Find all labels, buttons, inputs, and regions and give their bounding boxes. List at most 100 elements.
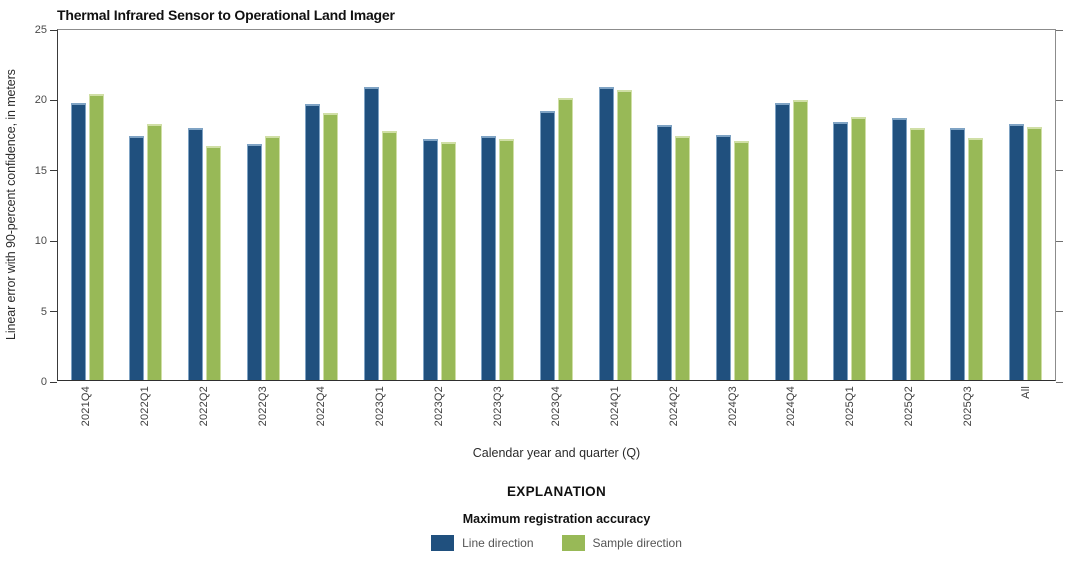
y-tick-mark (50, 170, 57, 172)
x-tick-cell: All (1010, 386, 1043, 444)
y-tick-mark (1056, 240, 1063, 242)
x-tick-cell: 2022Q2 (187, 386, 220, 444)
x-axis-tick-labels: 2021Q4 2022Q1 2022Q2 2022Q3 2022Q4 2023Q1 2023… (57, 386, 1056, 444)
bar-line-direction (891, 118, 907, 380)
y-tick-mark (50, 240, 57, 242)
bar-line-direction (833, 122, 849, 380)
x-tick-label: 2022Q1 (139, 386, 152, 427)
bar-group-2024q2 (657, 30, 691, 380)
bar-sample-direction (264, 136, 280, 380)
explanation-heading: EXPLANATION (506, 484, 607, 499)
bar-sample-direction (792, 99, 808, 380)
plot-area: 0 5 10 15 20 25 (35, 24, 1063, 388)
bar-line-direction (422, 139, 438, 380)
bar-sample-direction (499, 139, 515, 380)
y-tick-mark (1056, 381, 1063, 383)
x-tick-label: 2023Q2 (432, 386, 445, 427)
bar-group-2022q1 (129, 30, 163, 380)
legend: Line direction Sample direction (57, 535, 1056, 551)
bar-group-2025q1 (833, 30, 867, 380)
legend-item-sample-direction: Sample direction (561, 535, 682, 551)
x-tick-cell: 2024Q3 (716, 386, 749, 444)
x-tick-cell: 2023Q3 (481, 386, 514, 444)
bar-group-2024q3 (715, 30, 749, 380)
bar-group-2022q2 (188, 30, 222, 380)
bar-sample-direction (1027, 126, 1043, 380)
x-tick-cell: 2022Q3 (246, 386, 279, 444)
bar-line-direction (188, 128, 204, 380)
bar-group-2022q3 (246, 30, 280, 380)
y-tick-label: 15 (34, 164, 47, 177)
bar-line-direction (246, 143, 262, 380)
x-tick-label: 2023Q1 (374, 386, 387, 427)
legend-label: Sample direction (592, 536, 682, 550)
bar-line-direction (657, 125, 673, 380)
legend-swatch (431, 535, 455, 551)
x-tick-cell: 2025Q3 (951, 386, 984, 444)
x-tick-label: 2023Q3 (491, 386, 504, 427)
bar-line-direction (129, 136, 145, 380)
bar-group-2025q2 (891, 30, 925, 380)
bar-sample-direction (733, 140, 749, 380)
bar-group-2024q1 (598, 30, 632, 380)
bar-sample-direction (616, 90, 632, 380)
bar-line-direction (305, 104, 321, 380)
bar-sample-direction (323, 112, 339, 380)
y-tick-mark (50, 29, 57, 31)
x-tick-label: 2022Q3 (256, 386, 269, 427)
x-tick-cell: 2021Q4 (70, 386, 103, 444)
chart-title: Thermal Infrared Sensor to Operational L… (57, 7, 395, 23)
legend-title: Maximum registration accuracy (462, 512, 651, 526)
bar-line-direction (598, 87, 614, 380)
x-tick-cell: 2023Q1 (364, 386, 397, 444)
bar-line-direction (481, 136, 497, 380)
y-tick-label: 20 (34, 94, 47, 107)
bar-line-direction (950, 128, 966, 380)
x-tick-cell: 2024Q2 (657, 386, 690, 444)
x-tick-label: 2022Q4 (315, 386, 328, 427)
x-tick-cell: 2025Q2 (892, 386, 925, 444)
bar-group-2022q4 (305, 30, 339, 380)
y-tick-mark (50, 99, 57, 101)
bar-sample-direction (440, 142, 456, 380)
bar-group-2023q3 (481, 30, 515, 380)
x-tick-label: 2021Q4 (80, 386, 93, 427)
x-tick-label: 2025Q1 (844, 386, 857, 427)
x-tick-label: 2024Q4 (785, 386, 798, 427)
y-tick-label: 10 (34, 235, 47, 248)
x-tick-label: 2025Q3 (961, 386, 974, 427)
x-tick-label: All (1020, 386, 1033, 399)
bar-group-2023q2 (422, 30, 456, 380)
bar-group-2023q1 (364, 30, 398, 380)
bar-group-all (1009, 30, 1043, 380)
y-tick-mark (1056, 170, 1063, 172)
x-axis-title: Calendar year and quarter (Q) (472, 446, 641, 460)
x-tick-label: 2024Q2 (667, 386, 680, 427)
bar-sample-direction (909, 128, 925, 380)
legend-item-line-direction: Line direction (431, 535, 534, 551)
x-tick-label: 2025Q2 (902, 386, 915, 427)
bar-line-direction (70, 102, 86, 380)
y-tick-label: 5 (40, 305, 47, 318)
bar-line-direction (539, 111, 555, 380)
x-tick-cell: 2024Q1 (599, 386, 632, 444)
bar-sample-direction (88, 94, 104, 380)
y-tick-mark (1056, 29, 1063, 31)
y-tick-label: 25 (34, 24, 47, 36)
bar-sample-direction (382, 130, 398, 380)
bar-sample-direction (968, 137, 984, 380)
x-tick-cell: 2023Q2 (422, 386, 455, 444)
bar-line-direction (715, 135, 731, 380)
bar-group-2024q4 (774, 30, 808, 380)
x-tick-cell: 2025Q1 (834, 386, 867, 444)
bar-group-2023q4 (539, 30, 573, 380)
bar-series-container (58, 30, 1055, 380)
x-tick-label: 2022Q2 (197, 386, 210, 427)
legend-swatch (561, 535, 585, 551)
bar-line-direction (1009, 123, 1025, 380)
y-tick-mark (1056, 99, 1063, 101)
x-tick-label: 2024Q3 (726, 386, 739, 427)
bar-sample-direction (206, 146, 222, 380)
y-tick-mark (50, 311, 57, 313)
